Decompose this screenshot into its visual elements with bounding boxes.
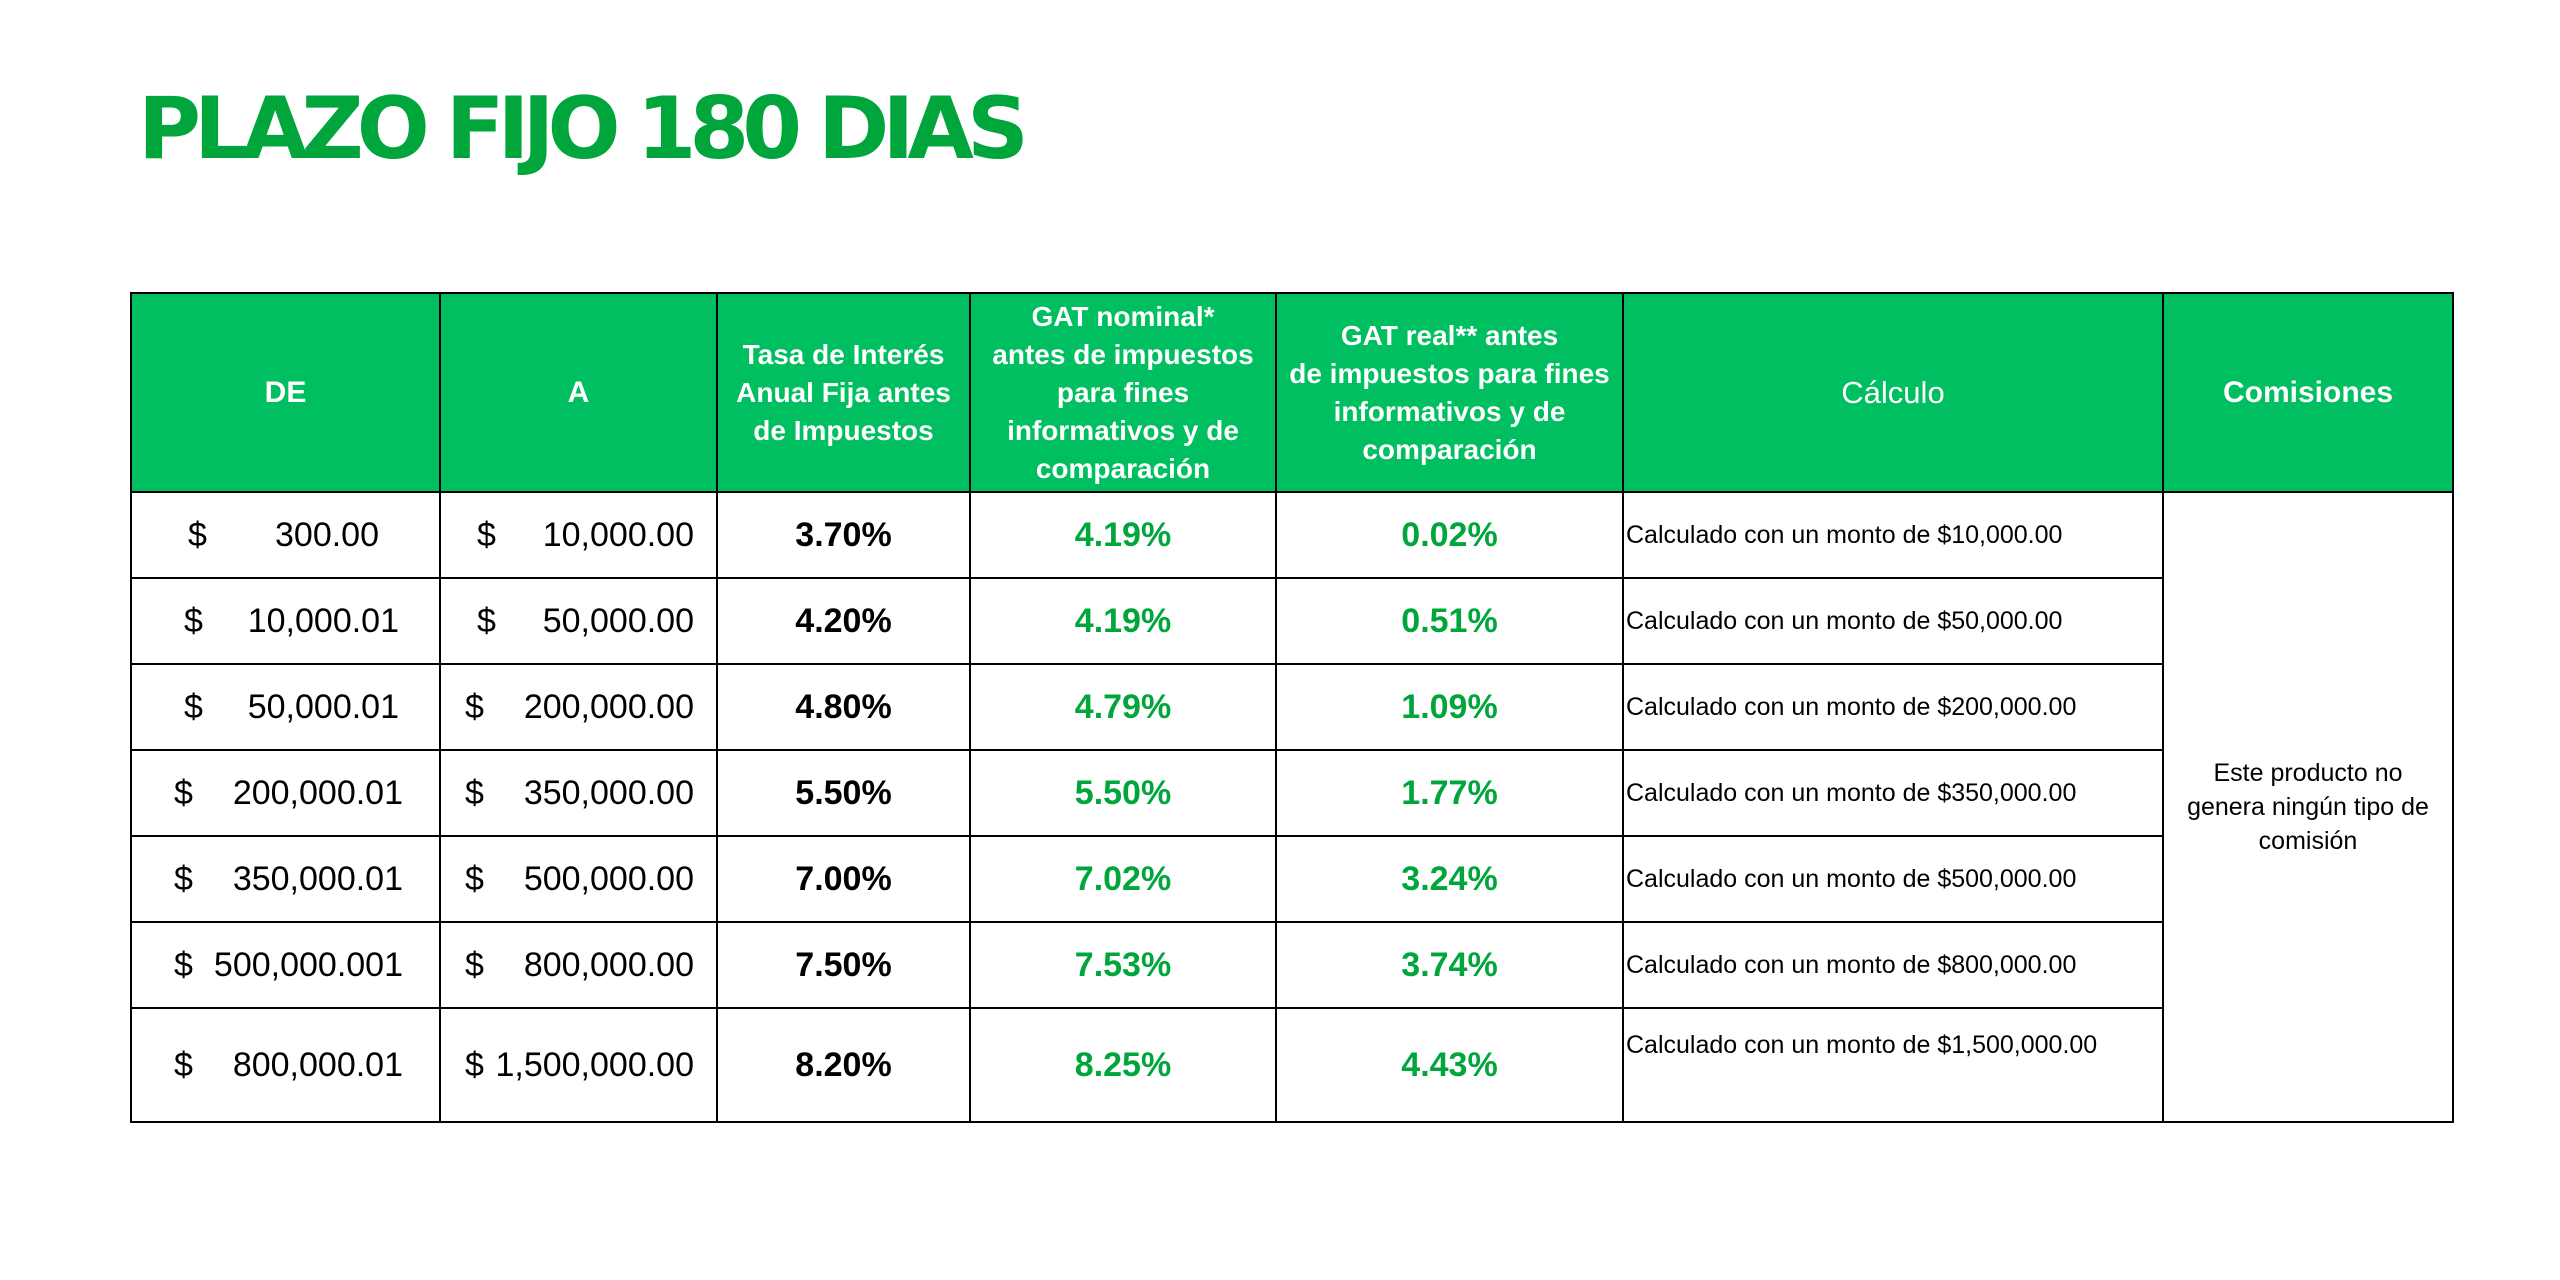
cell-de: $50,000.01: [130, 663, 441, 751]
table-header-row: DE A Tasa de Interés Anual Fija antes de…: [130, 292, 2454, 493]
cell-gat-real: 1.77%: [1275, 749, 1624, 837]
cell-comisiones: Este producto no genera ningún tipo de c…: [2162, 491, 2454, 1123]
cell-tasa: 8.20%: [716, 1007, 971, 1123]
table-row: $50,000.01 $200,000.00 4.80% 4.79% 1.09%…: [130, 663, 2453, 751]
cell-de: $10,000.01: [130, 577, 441, 665]
cell-a: $1,500,000.00: [439, 1007, 718, 1123]
cell-tasa: 4.80%: [716, 663, 971, 751]
table-row: $300.00 $10,000.00 3.70% 4.19% 0.02% Cal…: [130, 491, 2454, 1123]
header-de: DE: [130, 292, 441, 493]
table-row: $200,000.01 $350,000.00 5.50% 5.50% 1.77…: [130, 749, 2453, 837]
cell-gat-nominal: 4.19%: [969, 577, 1277, 665]
cell-de: $500,000.001: [130, 921, 441, 1009]
cell-calculo: Calculado con un monto de $800,000.00: [1622, 921, 2164, 1009]
cell-gat-nominal: 8.25%: [969, 1007, 1277, 1123]
cell-tasa: 7.00%: [716, 835, 971, 923]
header-a: A: [439, 292, 718, 493]
cell-a: $200,000.00: [439, 663, 718, 751]
header-calculo: Cálculo: [1622, 292, 2164, 493]
cell-calculo: Calculado con un monto de $200,000.00: [1622, 663, 2164, 751]
header-tasa: Tasa de Interés Anual Fija antes de Impu…: [716, 292, 971, 493]
cell-gat-nominal: 7.02%: [969, 835, 1277, 923]
table-row: $800,000.01 $1,500,000.00 8.20% 8.25% 4.…: [130, 1007, 2453, 1123]
cell-gat-real: 3.24%: [1275, 835, 1624, 923]
cell-a: $800,000.00: [439, 921, 718, 1009]
cell-gat-nominal: 4.79%: [969, 663, 1277, 751]
cell-tasa: 7.50%: [716, 921, 971, 1009]
table-row: $350,000.01 $500,000.00 7.00% 7.02% 3.24…: [130, 835, 2453, 923]
cell-gat-real: 1.09%: [1275, 663, 1624, 751]
cell-tasa: 5.50%: [716, 749, 971, 837]
table-row: $10,000.01 $50,000.00 4.20% 4.19% 0.51% …: [130, 577, 2453, 665]
cell-a: $500,000.00: [439, 835, 718, 923]
cell-gat-real: 0.02%: [1275, 491, 1624, 579]
cell-calculo: Calculado con un monto de $1,500,000.00: [1622, 1007, 2164, 1123]
cell-calculo: Calculado con un monto de $350,000.00: [1622, 749, 2164, 837]
cell-a: $50,000.00: [439, 577, 718, 665]
cell-a: $10,000.00: [439, 491, 718, 579]
rates-table: DE A Tasa de Interés Anual Fija antes de…: [130, 292, 2454, 1123]
cell-gat-nominal: 5.50%: [969, 749, 1277, 837]
header-gat-real: GAT real** antes de impuestos para fines…: [1275, 292, 1624, 493]
page-title: PLAZO FIJO 180 DIAS: [138, 79, 1029, 179]
cell-calculo: Calculado con un monto de $500,000.00: [1622, 835, 2164, 923]
header-gat-nominal: GAT nominal* antes de impuestos para fin…: [969, 292, 1277, 493]
cell-gat-nominal: 4.19%: [969, 491, 1277, 579]
cell-gat-nominal: 7.53%: [969, 921, 1277, 1009]
cell-gat-real: 3.74%: [1275, 921, 1624, 1009]
cell-de: $350,000.01: [130, 835, 441, 923]
cell-de: $300.00: [130, 491, 441, 579]
cell-de: $200,000.01: [130, 749, 441, 837]
cell-tasa: 3.70%: [716, 491, 971, 579]
cell-tasa: 4.20%: [716, 577, 971, 665]
header-comisiones: Comisiones: [2162, 292, 2454, 493]
cell-de: $800,000.01: [130, 1007, 441, 1123]
cell-gat-real: 0.51%: [1275, 577, 1624, 665]
cell-a: $350,000.00: [439, 749, 718, 837]
cell-gat-real: 4.43%: [1275, 1007, 1624, 1123]
cell-calculo: Calculado con un monto de $10,000.00: [1622, 491, 2164, 579]
table-row: $500,000.001 $800,000.00 7.50% 7.53% 3.7…: [130, 921, 2453, 1009]
cell-calculo: Calculado con un monto de $50,000.00: [1622, 577, 2164, 665]
